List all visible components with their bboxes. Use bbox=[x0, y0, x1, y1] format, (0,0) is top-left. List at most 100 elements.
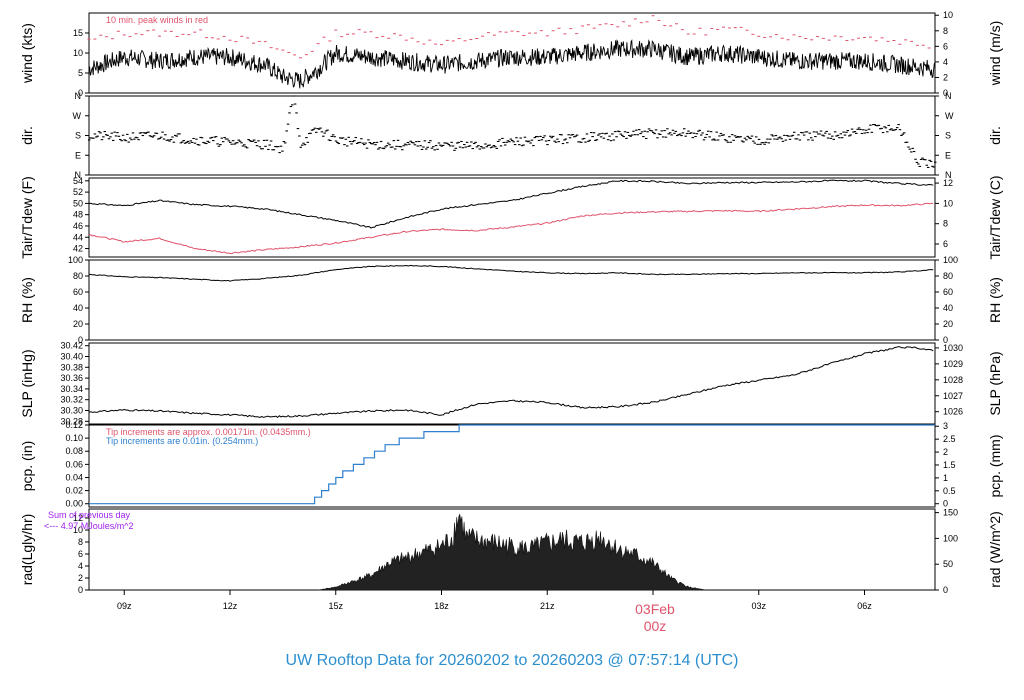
tick-label: E bbox=[945, 150, 951, 160]
tick-label: 8 bbox=[943, 26, 948, 36]
tick-label: S bbox=[75, 131, 81, 141]
y-label-left: Tair/Tdew (F) bbox=[19, 176, 35, 258]
pcp-annotation-1: Tip increments are approx. 0.00171in. (0… bbox=[106, 427, 311, 437]
tick-label: 1028 bbox=[943, 375, 963, 385]
tick-label: 0.06 bbox=[65, 459, 83, 469]
tick-label: 100 bbox=[943, 255, 958, 265]
pcp-annotation-2: Tip increments are 0.01in. (0.254mm.) bbox=[106, 436, 258, 446]
tick-label: 6 bbox=[78, 549, 83, 559]
tick-label: 0.00 bbox=[65, 499, 83, 509]
tick-label: 30.28 bbox=[60, 416, 83, 426]
tick-label: 30.30 bbox=[60, 406, 83, 416]
tick-label: 8 bbox=[78, 537, 83, 547]
panel-frame bbox=[88, 342, 936, 425]
tick-label: 8 bbox=[943, 219, 948, 229]
y-label-right: wind (m/s) bbox=[987, 21, 1003, 87]
tick-label: 2 bbox=[78, 573, 83, 583]
tick-label: 54 bbox=[73, 176, 83, 186]
panel-frame bbox=[88, 177, 936, 258]
tick-label: 12 bbox=[73, 513, 83, 523]
tick-label: 2 bbox=[943, 72, 948, 82]
tick-label: 52 bbox=[73, 187, 83, 197]
tick-label: 0 bbox=[943, 585, 948, 595]
x-tick-label: 09z bbox=[117, 601, 132, 611]
x-tick-label: 03z bbox=[751, 601, 766, 611]
series-wind-speed bbox=[88, 39, 936, 89]
tick-label: W bbox=[73, 111, 82, 121]
tick-label: 0.02 bbox=[65, 486, 83, 496]
tick-label: 10 bbox=[943, 198, 953, 208]
tick-label: 0 bbox=[78, 585, 83, 595]
y-label-left: wind (kts) bbox=[19, 23, 35, 84]
wind-annotation: 10 min. peak winds in red bbox=[106, 15, 208, 25]
tick-label: 10 bbox=[73, 525, 83, 535]
tick-label: 1 bbox=[943, 473, 948, 483]
day-hour-label: 00z bbox=[644, 618, 667, 634]
tick-label: 0.5 bbox=[943, 486, 956, 496]
tick-label: 48 bbox=[73, 210, 83, 220]
tick-label: 0.12 bbox=[65, 420, 83, 430]
series-pcp bbox=[89, 424, 935, 505]
y-label-right: SLP (hPa) bbox=[987, 351, 1003, 415]
tick-label: 6 bbox=[943, 41, 948, 51]
rad-annotation-1: Sum of previous day bbox=[48, 510, 131, 520]
tick-label: 2.5 bbox=[943, 434, 956, 444]
tick-label: 15 bbox=[73, 28, 83, 38]
y-label-right: rad (W/m^2) bbox=[987, 511, 1003, 588]
tick-label: 100 bbox=[68, 255, 83, 265]
y-label-right: Tair/Tdew (C) bbox=[987, 175, 1003, 259]
tick-label: 10 bbox=[943, 10, 953, 20]
x-tick-label: 18z bbox=[434, 601, 449, 611]
y-label-left: SLP (inHg) bbox=[19, 349, 35, 417]
tick-label: 4 bbox=[78, 561, 83, 571]
tick-label: 30.34 bbox=[60, 384, 83, 394]
tick-label: W bbox=[945, 111, 954, 121]
tick-label: 30.40 bbox=[60, 352, 83, 362]
tick-label: 50 bbox=[73, 198, 83, 208]
y-label-right: RH (%) bbox=[987, 277, 1003, 323]
series-Tdew bbox=[88, 202, 934, 255]
tick-label: 0 bbox=[943, 499, 948, 509]
tick-label: 0 bbox=[943, 335, 948, 345]
series-radiation bbox=[318, 513, 706, 591]
y-label-left: RH (%) bbox=[19, 277, 35, 323]
y-label-left: dir. bbox=[19, 126, 35, 145]
tick-label: 1026 bbox=[943, 407, 963, 417]
tick-label: 40 bbox=[73, 303, 83, 313]
day-label: 03Feb bbox=[635, 601, 675, 617]
tick-label: 5 bbox=[78, 68, 83, 78]
tick-label: 30.42 bbox=[60, 341, 83, 351]
x-tick-label: 15z bbox=[328, 601, 343, 611]
series-SLP bbox=[88, 346, 934, 419]
tick-label: 30.32 bbox=[60, 395, 83, 405]
tick-label: N bbox=[75, 170, 82, 180]
tick-label: S bbox=[945, 131, 951, 141]
tick-label: 50 bbox=[943, 559, 953, 569]
rad-annotation-2: <--- 4.97 MJoules/m^2 bbox=[44, 521, 134, 531]
tick-label: 4 bbox=[943, 57, 948, 67]
x-tick-label: 06z bbox=[857, 601, 872, 611]
tick-label: 30.36 bbox=[60, 373, 83, 383]
tick-label: 1029 bbox=[943, 359, 963, 369]
chart-title: UW Rooftop Data for 20260202 to 20260203… bbox=[286, 652, 739, 669]
panel-frame bbox=[88, 259, 936, 341]
panel-frame bbox=[88, 95, 936, 176]
x-tick-label: 21z bbox=[540, 601, 555, 611]
tick-label: 2 bbox=[943, 447, 948, 457]
series-RH bbox=[89, 264, 934, 282]
panel-frame bbox=[88, 12, 936, 94]
y-label-left: pcp. (in) bbox=[19, 441, 35, 492]
tick-label: 42 bbox=[73, 244, 83, 254]
y-label-left: rad(Lgly/hr) bbox=[19, 514, 35, 586]
panel-rad: rad(Lgly/hr) rad (W/m^2) 0 2 4 6 8 10 12 0 50 100 15… bbox=[19, 508, 1003, 595]
x-axis: 09z 12z 15z 18z 21z 03z 06z bbox=[117, 590, 872, 611]
tick-label: 0 bbox=[943, 88, 948, 98]
tick-label: 100 bbox=[943, 533, 958, 543]
tick-label: N bbox=[75, 91, 82, 101]
tick-label: 0 bbox=[78, 88, 83, 98]
tick-label: E bbox=[75, 150, 81, 160]
tick-label: 40 bbox=[943, 303, 953, 313]
panel-wind: wind (kts) wind (m/s) 0 5 10 15 0 2 4 6 8 10 10 min.… bbox=[19, 10, 1003, 98]
